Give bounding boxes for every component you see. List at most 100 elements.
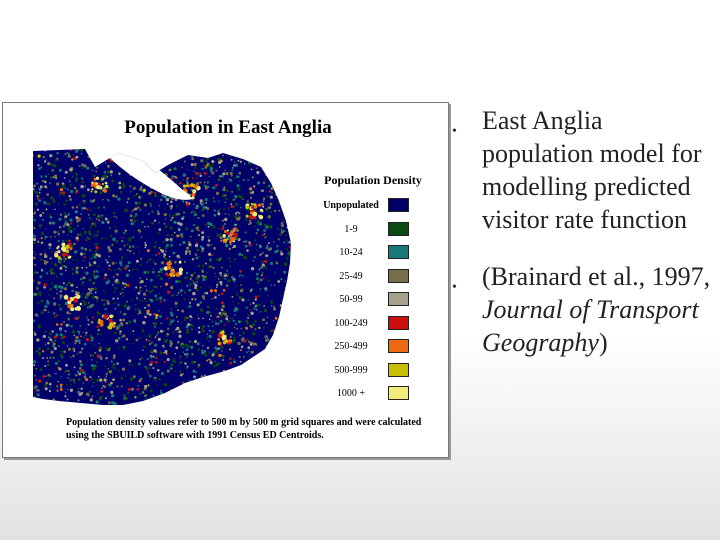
density-dot <box>142 188 146 192</box>
density-dot <box>159 157 162 160</box>
density-dot <box>245 377 248 380</box>
density-dot <box>245 351 248 354</box>
density-dot <box>221 276 224 279</box>
density-dot <box>53 347 57 351</box>
urban-hotspot-dot <box>101 182 105 186</box>
density-dot <box>65 383 68 386</box>
density-dot <box>80 387 83 390</box>
urban-hotspot-dot <box>73 298 79 303</box>
density-dot <box>33 146 35 148</box>
density-dot <box>194 243 199 248</box>
figure-title: Population in East Anglia <box>124 117 332 138</box>
density-dot <box>216 233 221 238</box>
density-dot <box>285 239 288 242</box>
density-dot <box>30 326 32 328</box>
density-dot <box>230 275 234 279</box>
density-dot <box>188 298 191 301</box>
density-dot <box>237 376 239 379</box>
urban-hotspot-dot <box>94 190 98 194</box>
density-dot <box>216 379 220 383</box>
density-dot <box>60 226 63 229</box>
density-dot <box>40 237 43 240</box>
density-dot <box>285 373 288 377</box>
density-dot <box>136 268 139 271</box>
density-dot <box>248 404 252 405</box>
density-dot <box>270 284 272 286</box>
density-dot <box>191 157 195 161</box>
density-dot <box>74 339 78 343</box>
density-dot <box>191 316 193 319</box>
density-dot <box>78 351 82 354</box>
density-dot <box>220 349 223 352</box>
density-dot <box>198 330 201 334</box>
density-dot <box>69 149 73 150</box>
urban-hotspot-dot <box>228 240 232 244</box>
density-dot <box>125 254 127 256</box>
density-dot <box>169 393 173 397</box>
density-dot <box>85 271 89 275</box>
density-dot <box>195 171 199 176</box>
density-dot <box>173 220 177 224</box>
density-dot <box>218 312 222 315</box>
density-dot <box>109 234 113 238</box>
density-dot <box>192 210 195 213</box>
density-dot <box>220 283 223 286</box>
density-dot <box>89 199 94 203</box>
density-dot <box>112 284 114 286</box>
density-dot <box>79 359 82 363</box>
density-dot <box>254 298 258 301</box>
density-dot <box>112 194 116 198</box>
density-dot <box>44 228 47 230</box>
density-dot <box>196 204 198 207</box>
density-dot <box>40 299 44 303</box>
density-dot <box>139 263 142 266</box>
legend-label: 50-99 <box>339 294 363 305</box>
density-dot <box>263 233 266 235</box>
density-dot <box>44 407 47 410</box>
density-dot <box>212 186 216 190</box>
density-dot <box>144 285 147 287</box>
density-dot <box>120 149 123 151</box>
density-dot <box>277 408 280 411</box>
density-dot <box>120 264 123 267</box>
density-dot <box>294 336 296 338</box>
density-dot <box>60 323 63 326</box>
density-dot <box>230 205 234 208</box>
density-dot <box>180 394 184 398</box>
density-dot <box>281 320 284 323</box>
density-dot <box>163 253 167 257</box>
density-dot <box>29 239 32 242</box>
density-dot <box>95 253 99 257</box>
urban-hotspot-dot <box>170 274 173 277</box>
density-dot <box>205 206 208 209</box>
density-dot <box>89 233 92 236</box>
density-dot <box>211 160 215 164</box>
density-dot <box>36 287 39 290</box>
density-dot <box>119 332 122 335</box>
density-dot <box>241 397 245 401</box>
density-dot <box>54 361 58 365</box>
density-dot <box>145 299 148 302</box>
density-dot <box>203 389 207 392</box>
density-dot <box>236 237 239 240</box>
density-dot <box>34 210 36 212</box>
density-dot <box>171 168 173 171</box>
density-dot <box>219 175 222 178</box>
urban-hotspot-dot <box>75 294 81 299</box>
legend-label: 1000 + <box>336 388 366 399</box>
density-dot <box>211 375 214 378</box>
density-dot <box>174 175 176 178</box>
density-dot <box>254 152 258 156</box>
density-dot <box>132 375 136 379</box>
density-dot <box>191 383 194 385</box>
density-dot <box>272 163 276 167</box>
density-dot <box>76 352 78 355</box>
density-dot <box>128 320 132 324</box>
density-dot <box>273 240 275 243</box>
density-dot <box>66 188 69 191</box>
density-dot <box>169 311 173 314</box>
density-dot <box>210 244 213 246</box>
density-dot <box>112 386 115 389</box>
density-dot <box>183 153 187 156</box>
density-dot <box>129 214 133 218</box>
